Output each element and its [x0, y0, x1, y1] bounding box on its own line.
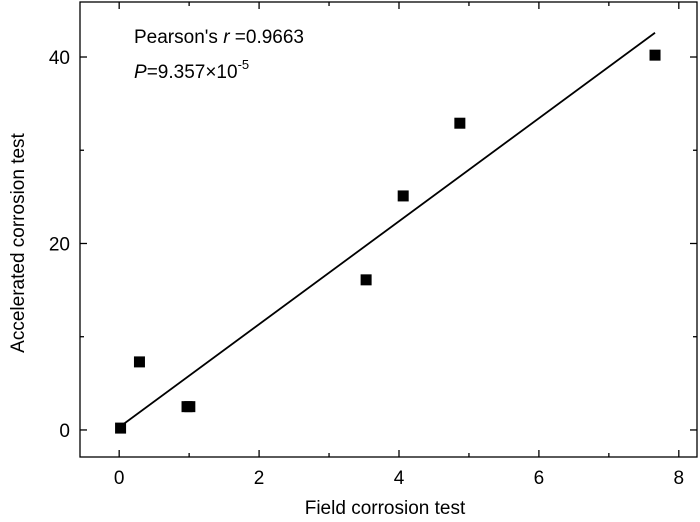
annotation-text: =9.357×10: [147, 62, 238, 83]
x-tick-label: 8: [674, 468, 685, 489]
x-tick-label: 2: [254, 468, 265, 489]
annotation-symbol: P: [134, 62, 147, 83]
y-axis-label: Accelerated corrosion test: [8, 132, 29, 352]
point: [360, 274, 372, 286]
annotation-text: =0.9663: [230, 27, 305, 48]
plot-frame: [79, 1, 698, 458]
y-tick-label: 40: [49, 48, 70, 69]
annotation-prefix: Pearson's: [134, 27, 223, 48]
point: [649, 49, 661, 61]
annotation-r: Pearson's r =0.9663: [134, 27, 304, 48]
point: [133, 356, 145, 368]
x-tick-label: 0: [114, 468, 125, 489]
y-tick-label: 20: [49, 234, 70, 255]
x-tick-label: 4: [394, 468, 405, 489]
annotation-symbol: r: [223, 27, 230, 48]
fit-line: [120, 32, 656, 427]
point: [184, 401, 196, 413]
x-tick-label: 6: [534, 468, 545, 489]
point: [397, 190, 409, 202]
x-axis-label: Field corrosion test: [305, 498, 466, 519]
y-tick-label: 0: [59, 421, 70, 442]
point: [115, 422, 127, 434]
annotation-exponent: -5: [238, 57, 250, 72]
annotation-p: P=9.357×10-5: [134, 57, 249, 83]
point: [454, 117, 466, 129]
